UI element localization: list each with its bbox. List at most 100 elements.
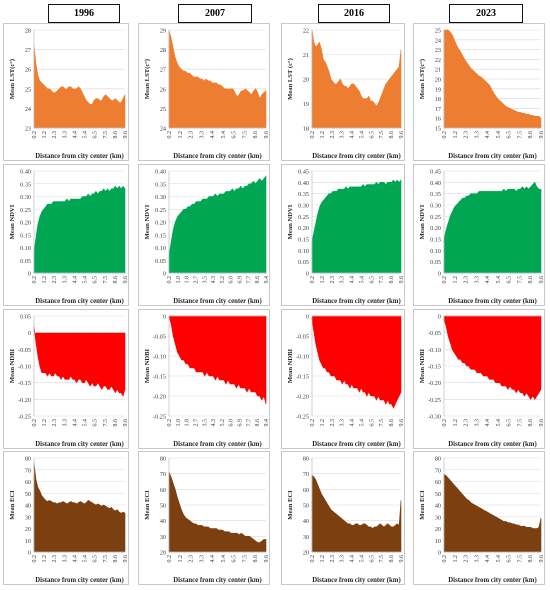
chart-svg: 20 30 40 50 60 70 80 0.2 1.2 2.3 3.3 4.4 5.4 6.5 7.5 8.… [287,456,405,585]
y-tick-label: 27 [160,67,166,74]
y-tick-label: -0.20 [428,380,441,387]
chart-panel: 24 25 26 27 28 29 0.2 1.2 2.3 3.3 4.4 5.4 6.5 7.5 8.6 9… [138,23,270,161]
y-axis-title: Mean ECI [9,490,16,520]
x-axis-title: Distance from city center (km) [312,153,400,160]
year-label-2023: 2023 [449,4,523,23]
x-tick-label: 0.2 [32,419,38,427]
y-axis-title: Mean NDBI [287,348,294,383]
y-tick-label: 0.35 [155,181,166,188]
y-tick-label: 19 [303,101,309,108]
x-tick-label: 1.2 [42,276,48,284]
y-tick-label: -0.25 [428,397,441,404]
y-tick-label: 17 [435,106,441,113]
x-tick-label: 9.6 [123,131,129,139]
series-area [168,29,267,129]
y-tick-label: 0.40 [155,169,166,176]
chart-panel: -0.25 -0.20 -0.15 -0.10 -0.05 0 0.2 1.0 1.8 2.7 3.… [138,309,270,449]
chart-panel: -0.25 -0.20 -0.15 -0.10 -0.05 0 0.2 1.2 2.3 3.3 4.… [281,309,405,449]
y-tick-label: -0.25 [18,414,31,421]
y-axis-title: Mean LST(c°) [419,59,426,99]
y-tick-label: 20 [303,550,309,557]
chart-panel: 15 16 17 18 19 20 21 22 23 24 25 0.2 1.2 2.3 3.3 4.4 5.4… [413,23,545,161]
chart-panel: 0 0.05 0.10 0.15 0.20 0.25 0.30 0.35 0.40 0.2 1.2 2… [3,164,129,306]
x-tick-label: 5.4 [359,555,365,563]
y-tick-label: -0.15 [18,380,31,387]
chart-svg: 0 10 20 30 40 50 60 70 80 0.2 1.2 2.3 3.3 4.4 5.4 6.5 7.… [419,456,545,585]
x-tick-label: 7.5 [379,419,385,427]
x-tick-label: 4.4 [350,276,356,284]
y-tick-label: 50 [435,491,441,498]
chart-panel: 0 0.05 0.10 0.15 0.20 0.25 0.30 0.35 0.40 0.45 0.2… [281,164,405,306]
x-tick-label: 6.5 [369,276,375,284]
x-tick-label: 5.4 [221,555,227,563]
chart-svg: 0 0.05 0.10 0.15 0.20 0.25 0.30 0.35 0.40 0.45 0.2… [287,169,405,306]
x-tick-label: 8.6 [389,419,395,427]
y-tick-label: 0.20 [155,220,166,227]
x-axis-title: Distance from city center (km) [173,153,261,160]
x-tick-label: 6.0 [229,419,235,427]
y-tick-label: 70 [303,471,309,478]
y-tick-label: 15 [435,126,441,133]
y-tick-label: 24 [435,37,441,44]
x-tick-label: 1.0 [176,276,182,284]
year-label-1996: 1996 [48,4,120,23]
x-axis-title: Distance from city center (km) [35,441,123,448]
series-area [33,462,126,553]
y-tick-label: 20 [25,526,31,533]
y-tick-label: -0.15 [153,374,166,381]
x-tick-label: 0.2 [442,555,448,563]
x-tick-label: 5.4 [496,131,502,139]
x-tick-label: 6.5 [507,276,513,284]
y-tick-label: 20 [160,550,166,557]
y-tick-label: 0.15 [430,237,441,244]
x-tick-label: 9.4 [264,276,270,284]
x-tick-label: 9.6 [399,131,405,139]
x-tick-label: 3.3 [474,419,480,427]
y-tick-label: 20 [435,526,441,533]
y-axis-title: Mean ECI [419,490,426,520]
series-area [168,471,267,553]
x-tick-label: 1.2 [320,276,326,284]
x-tick-label: 7.5 [517,419,523,427]
y-tick-label: 80 [435,456,441,463]
x-tick-label: 2.3 [464,555,470,563]
x-tick-label: 1.2 [42,555,48,563]
y-tick-label: -0.05 [296,334,309,341]
x-tick-label: 2.3 [464,131,470,139]
chart-svg: 0 10 20 30 40 50 60 70 80 0.2 1.2 2.3 3.3 4.4 5.4 6.5 7.… [9,456,129,585]
x-tick-label: 4.4 [485,555,491,563]
x-tick-label: 8.6 [528,555,534,563]
y-tick-label: 0 [28,330,31,337]
x-tick-label: 6.0 [229,276,235,284]
y-axis-title: Mean NDBI [419,348,426,383]
y-axis-title: Mean NDVI [9,204,16,239]
x-axis-title: Distance from city center (km) [448,441,536,448]
x-tick-label: 2.3 [330,131,336,139]
y-tick-label: 70 [160,471,166,478]
y-tick-label: 0.15 [155,232,166,239]
y-axis-title: Mean NDBI [144,348,151,383]
x-tick-label: 9.6 [264,131,270,139]
y-axis-title: Mean NDVI [144,204,151,239]
chart-panel: 0 10 20 30 40 50 60 70 80 0.2 1.2 2.3 3.3 4.4 5.4 6.5 7.… [3,451,129,585]
y-tick-label: -0.05 [18,347,31,354]
x-tick-label: 5.2 [220,276,226,284]
x-tick-label: 8.6 [389,131,395,139]
y-tick-label: -0.10 [153,354,166,361]
series-area [33,325,126,397]
x-tick-label: 3.3 [62,131,68,139]
x-tick-label: 4.4 [210,131,216,139]
x-tick-label: 8.6 [113,276,119,284]
x-tick-label: 9.6 [539,419,545,427]
x-tick-label: 3.5 [202,276,208,284]
x-tick-label: 7.5 [517,555,523,563]
x-tick-label: 8.6 [113,131,119,139]
x-tick-label: 5.4 [496,555,502,563]
y-tick-label: 0 [438,550,441,557]
x-tick-label: 9.6 [399,555,405,563]
y-tick-label: -0.15 [296,374,309,381]
x-tick-label: 2.7 [193,419,199,427]
x-tick-label: 4.4 [485,131,491,139]
series-area [33,45,126,129]
